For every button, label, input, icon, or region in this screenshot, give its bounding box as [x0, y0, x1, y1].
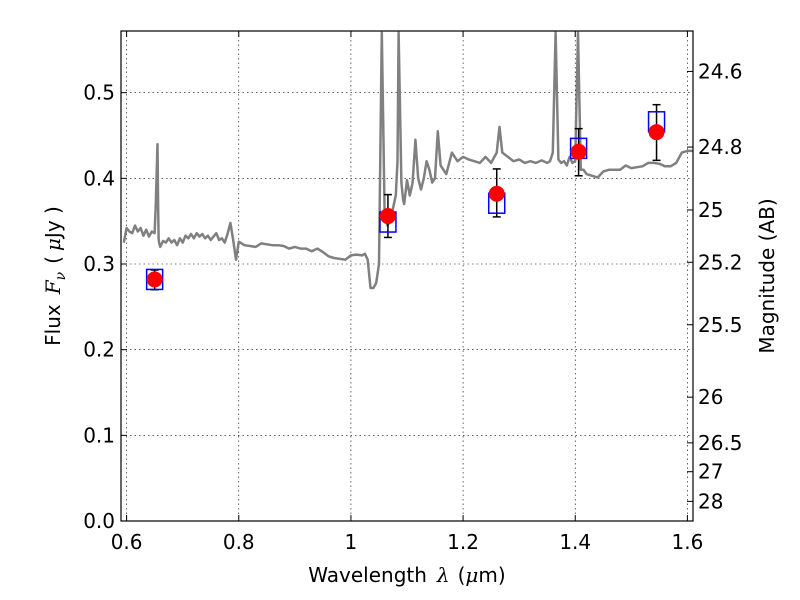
y-tick-label: 0.2: [83, 338, 115, 362]
y-tick-label: 0.4: [83, 166, 115, 190]
tick-marks: [121, 31, 693, 522]
y-axis-label: FluxFν(μJy ): [41, 206, 69, 346]
y2-axis-label: Magnitude (AB): [755, 198, 779, 353]
observed-point: [488, 185, 505, 202]
y-tick-label: 0.1: [83, 423, 115, 447]
observed-point: [379, 208, 396, 225]
x-tick-label: 0.6: [111, 530, 143, 554]
y-tick-label: 0.5: [83, 81, 115, 105]
x-tick-label: 1.2: [447, 530, 479, 554]
y2-tick-label: 25.2: [698, 250, 743, 274]
y2-tick-label: 26.5: [698, 431, 743, 455]
y-tick-label: 0.0: [83, 509, 115, 533]
x-tick-label: 1: [345, 530, 358, 554]
y2-tick-label: 25.5: [698, 313, 743, 337]
y2-tick-label: 28: [698, 489, 723, 513]
y2-tick-label: 26: [698, 385, 723, 409]
x-axis-label: Wavelength λ (μm): [308, 563, 505, 587]
observed-point: [648, 124, 665, 141]
y2-tick-label: 24.8: [698, 135, 743, 159]
plot-background: [121, 31, 693, 521]
y2-tick-label: 25: [698, 198, 723, 222]
x-tick-label: 0.8: [223, 530, 255, 554]
y2-tick-labels: 24.6 24.8 25 25.2 25.5 26 26.5 27 28: [698, 59, 743, 513]
observed-point: [146, 271, 163, 288]
observed-point-group: [146, 124, 665, 288]
y2-tick-label: 27: [698, 460, 723, 484]
x-tick-label: 1.6: [671, 530, 703, 554]
y-tick-label: 0.3: [83, 252, 115, 276]
x-tick-label: 1.4: [559, 530, 591, 554]
observed-point: [570, 143, 587, 160]
x-tick-labels: 0.6 0.8 1 1.2 1.4 1.6: [111, 530, 704, 554]
y2-tick-label: 24.6: [698, 59, 743, 83]
plot-frame: [120, 30, 694, 522]
y-tick-labels: 0.0 0.1 0.2 0.3 0.4 0.5: [83, 81, 115, 533]
